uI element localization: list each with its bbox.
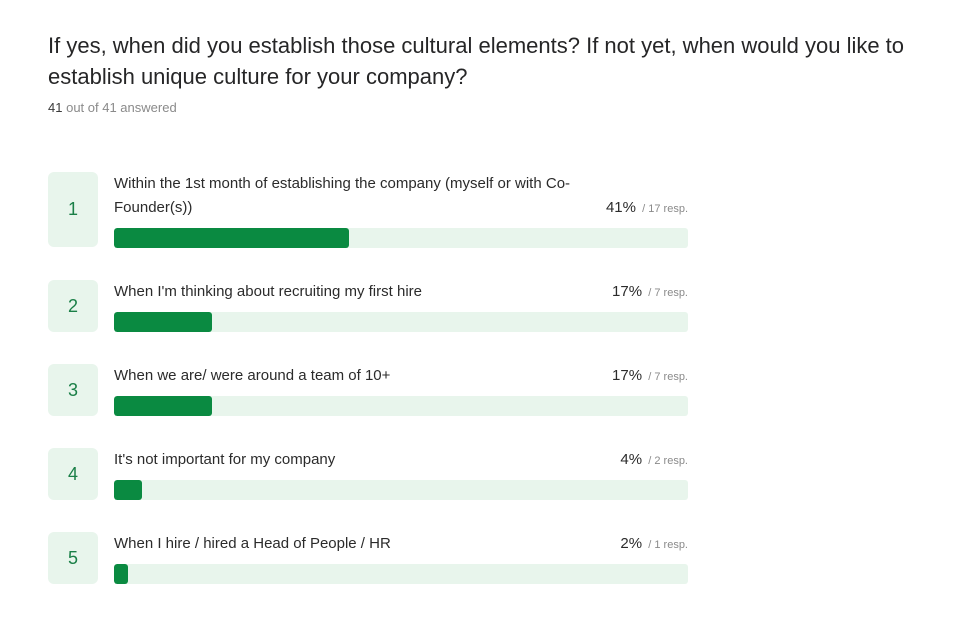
option-bar-fill — [114, 312, 212, 332]
option-bar-track — [114, 480, 688, 500]
option-percent: 17% — [612, 283, 643, 300]
option-number: 1 — [48, 172, 98, 247]
option-responses: / 1 resp. — [648, 539, 688, 551]
option-responses: / 7 resp. — [648, 371, 688, 383]
option-stat: 41% / 17 resp. — [606, 199, 688, 216]
option-responses: / 2 resp. — [648, 455, 688, 467]
option-percent: 41% — [605, 199, 636, 216]
option-label: It's not important for my company — [114, 451, 336, 468]
option-bar-fill — [114, 396, 212, 416]
option-label: When I'm thinking about recruiting my fi… — [114, 283, 422, 300]
option-number: 2 — [48, 280, 98, 332]
option-percent: 17% — [612, 367, 643, 384]
option-label: Within the 1st month of establishing the… — [114, 175, 571, 216]
option-stat: 17% / 7 resp. — [612, 367, 688, 384]
option-bar-track — [114, 564, 688, 584]
option-bar-track — [114, 396, 688, 416]
option-responses: / 17 resp. — [642, 203, 688, 215]
option-number: 5 — [48, 532, 98, 584]
option-bar-fill — [114, 480, 142, 500]
option-bar-track — [114, 228, 688, 248]
answered-count: 41 — [48, 100, 63, 115]
option-number: 3 — [48, 364, 98, 416]
option-row: 1 Within the 1st month of establishing t… — [48, 172, 688, 248]
answered-summary: 41 out of 41 answered — [48, 100, 177, 115]
option-bar-fill — [114, 564, 128, 584]
option-row: 4 It's not important for my company 4% /… — [48, 448, 688, 500]
option-bar-track — [114, 312, 688, 332]
option-number: 4 — [48, 448, 98, 500]
option-stat: 4% / 2 resp. — [620, 451, 688, 468]
option-bar-fill — [114, 228, 350, 248]
answered-total: out of 41 answered — [66, 100, 177, 115]
option-stat: 17% / 7 resp. — [612, 283, 688, 300]
option-percent: 2% — [620, 535, 643, 552]
option-row: 5 When I hire / hired a Head of People /… — [48, 532, 688, 584]
option-label: When I hire / hired a Head of People / H… — [114, 535, 391, 552]
option-row: 3 When we are/ were around a team of 10+… — [48, 364, 688, 416]
option-stat: 2% / 1 resp. — [620, 535, 688, 552]
option-percent: 4% — [620, 451, 643, 468]
question-title: If yes, when did you establish those cul… — [48, 33, 905, 89]
option-row: 2 When I'm thinking about recruiting my … — [48, 280, 688, 332]
option-responses: / 7 resp. — [648, 287, 688, 299]
option-label: When we are/ were around a team of 10+ — [114, 367, 391, 384]
